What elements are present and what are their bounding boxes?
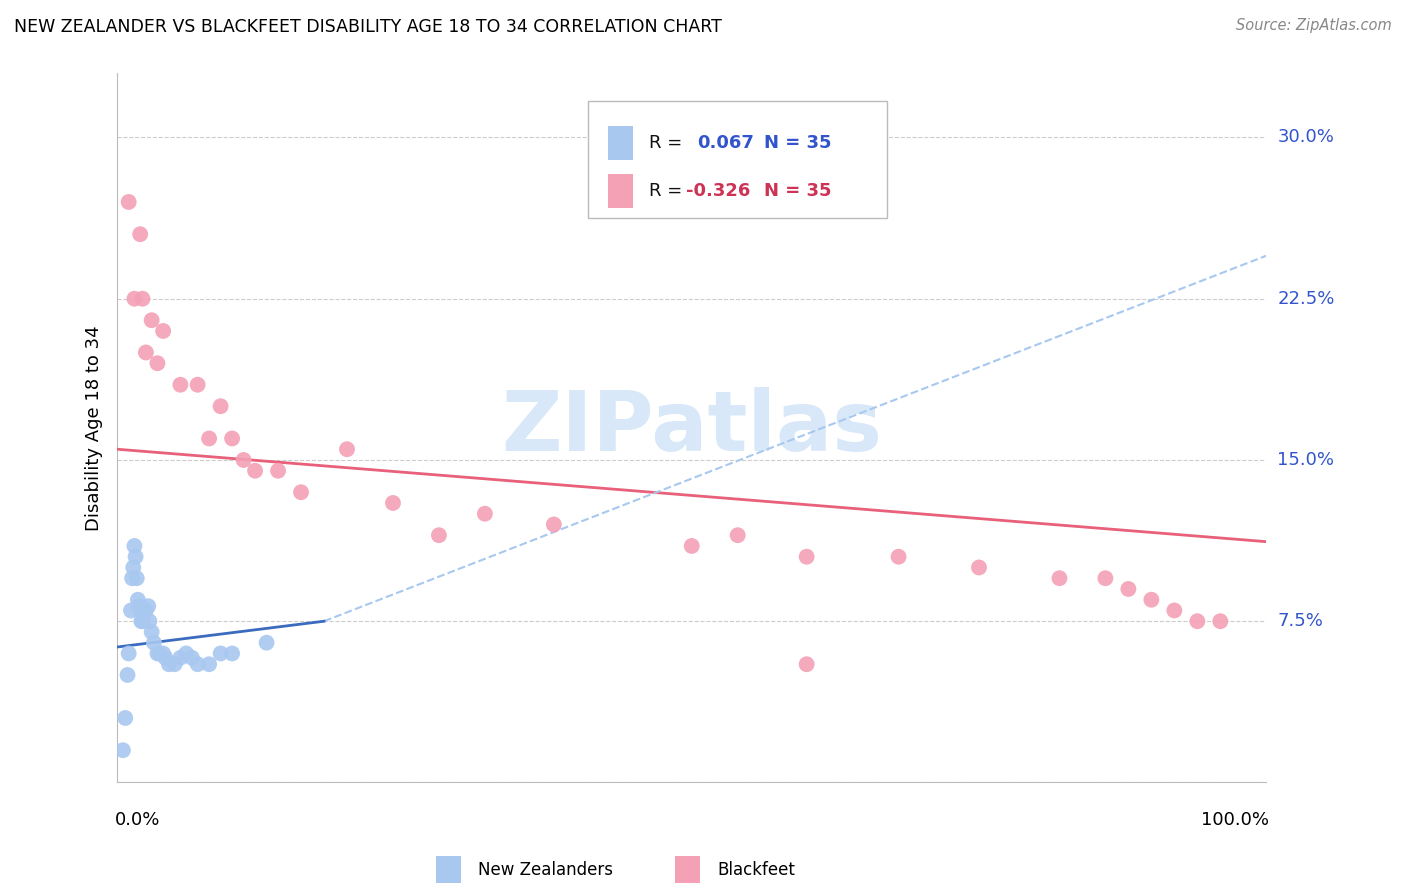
Point: [256, 636, 278, 650]
Point: [232, 453, 254, 467]
Text: R =: R =: [650, 182, 688, 200]
Point: [132, 607, 155, 622]
Text: R =: R =: [650, 135, 688, 153]
Point: [169, 377, 191, 392]
Point: [209, 399, 232, 413]
Point: [336, 442, 359, 457]
Point: [427, 528, 450, 542]
Point: [174, 647, 197, 661]
Point: [1094, 571, 1116, 585]
Point: [129, 603, 152, 617]
Text: -0.326: -0.326: [686, 182, 751, 200]
Point: [135, 603, 157, 617]
Point: [221, 647, 243, 661]
Point: [118, 194, 141, 209]
Text: New Zealanders: New Zealanders: [478, 861, 613, 879]
Point: [1209, 614, 1232, 628]
Point: [887, 549, 910, 564]
Point: [243, 464, 266, 478]
Point: [146, 647, 169, 661]
Point: [131, 614, 153, 628]
Point: [1140, 592, 1163, 607]
Point: [124, 549, 146, 564]
Point: [131, 292, 153, 306]
Point: [136, 599, 159, 614]
Point: [152, 324, 174, 338]
Text: NEW ZEALANDER VS BLACKFEET DISABILITY AGE 18 TO 34 CORRELATION CHART: NEW ZEALANDER VS BLACKFEET DISABILITY AG…: [14, 18, 721, 36]
Text: N = 35: N = 35: [763, 182, 831, 200]
FancyBboxPatch shape: [607, 127, 633, 161]
Point: [967, 560, 990, 574]
Point: [1163, 603, 1185, 617]
FancyBboxPatch shape: [607, 174, 633, 208]
Text: 100.0%: 100.0%: [1201, 811, 1268, 829]
Point: [1049, 571, 1071, 585]
Point: [381, 496, 404, 510]
Point: [221, 432, 243, 446]
Text: 0.067: 0.067: [697, 135, 755, 153]
Point: [267, 464, 290, 478]
Point: [198, 432, 221, 446]
Point: [155, 650, 177, 665]
Point: [141, 624, 163, 639]
Point: [681, 539, 703, 553]
Point: [120, 603, 142, 617]
Point: [121, 571, 143, 585]
Text: Source: ZipAtlas.com: Source: ZipAtlas.com: [1236, 18, 1392, 33]
Text: 0.0%: 0.0%: [115, 811, 160, 829]
Point: [796, 657, 818, 672]
Point: [1118, 582, 1140, 596]
Point: [141, 313, 163, 327]
Point: [474, 507, 496, 521]
Text: Blackfeet: Blackfeet: [717, 861, 794, 879]
Point: [138, 614, 160, 628]
Point: [198, 657, 221, 672]
Point: [129, 227, 152, 242]
Point: [290, 485, 312, 500]
Text: 7.5%: 7.5%: [1278, 612, 1323, 631]
Point: [149, 647, 172, 661]
Point: [124, 539, 146, 553]
Point: [727, 528, 749, 542]
Point: [209, 647, 232, 661]
Point: [125, 571, 148, 585]
Point: [163, 657, 186, 672]
Y-axis label: Disability Age 18 to 34: Disability Age 18 to 34: [86, 325, 103, 531]
Point: [114, 711, 136, 725]
Point: [127, 592, 149, 607]
FancyBboxPatch shape: [588, 102, 887, 219]
Point: [796, 549, 818, 564]
Point: [180, 650, 202, 665]
Point: [117, 668, 139, 682]
Text: N = 35: N = 35: [763, 135, 831, 153]
Point: [131, 614, 153, 628]
Text: 15.0%: 15.0%: [1278, 451, 1334, 469]
Point: [124, 292, 146, 306]
Point: [543, 517, 565, 532]
Point: [146, 356, 169, 370]
Point: [111, 743, 134, 757]
Point: [152, 647, 174, 661]
Point: [157, 657, 180, 672]
Point: [1187, 614, 1209, 628]
Text: ZIPatlas: ZIPatlas: [501, 387, 882, 468]
Point: [135, 345, 157, 359]
Point: [143, 636, 166, 650]
Point: [118, 647, 141, 661]
Point: [187, 657, 209, 672]
Text: 22.5%: 22.5%: [1278, 290, 1334, 308]
Point: [187, 377, 209, 392]
Point: [122, 560, 145, 574]
Text: 30.0%: 30.0%: [1278, 128, 1334, 146]
Point: [128, 599, 150, 614]
Point: [169, 650, 191, 665]
